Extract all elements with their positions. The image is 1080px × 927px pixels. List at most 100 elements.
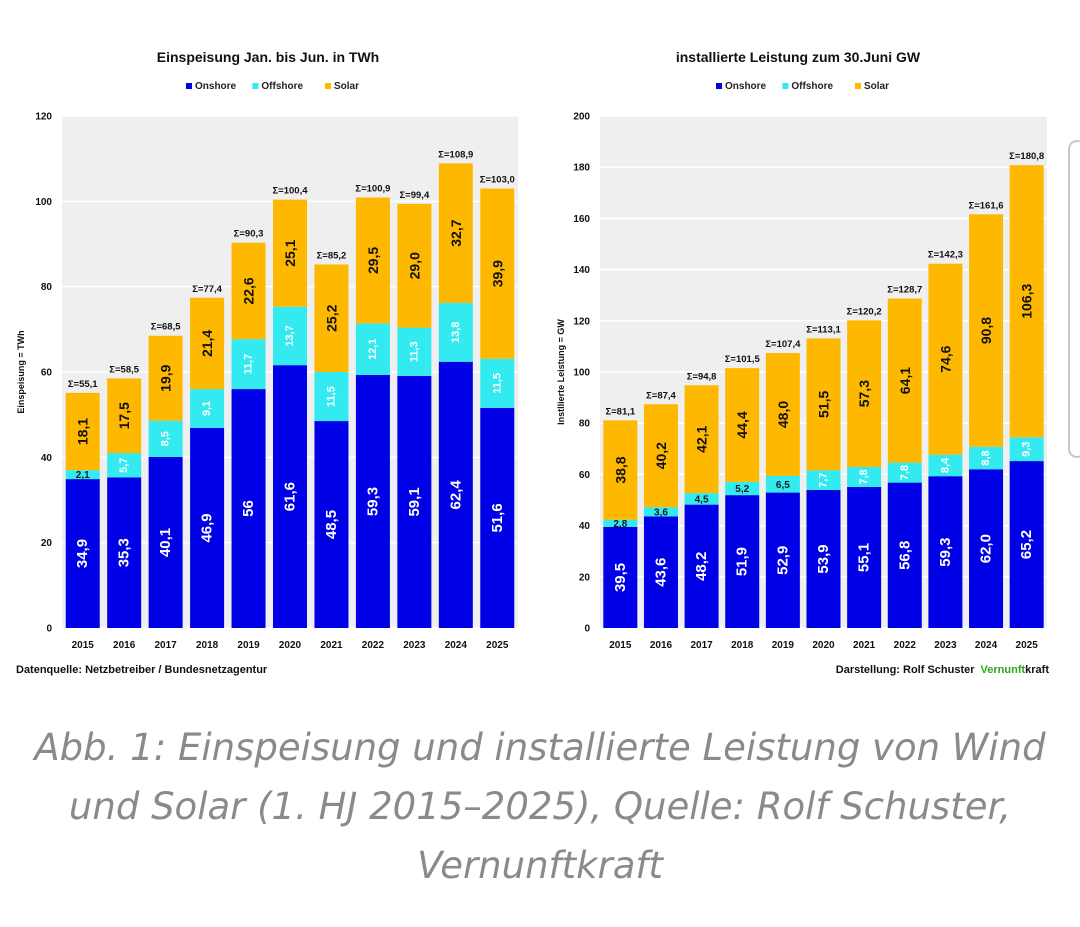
bar-onshore-2022: [887, 482, 922, 628]
data-label-solar: 21,4: [199, 330, 215, 357]
legend-label-solar: Solar: [864, 81, 889, 92]
legend-label-offshore: Offshore: [791, 81, 833, 92]
data-label-offshore: 8,8: [980, 450, 992, 465]
data-label-onshore: 34,9: [74, 539, 91, 568]
data-label-onshore: 46,9: [199, 513, 216, 542]
bar-solar-2016: [643, 404, 678, 508]
y-tick-label: 200: [573, 112, 590, 123]
bar-onshore-2021: [314, 421, 349, 628]
bar-onshore-2018: [725, 495, 760, 628]
chart-installierte-leistung: installierte Leistung zum 30.Juni GW Onsh…: [556, 49, 1047, 651]
data-label-onshore: 52,9: [774, 546, 791, 575]
total-label: Σ=99,4: [399, 190, 429, 201]
bar-offshore-2015: [603, 519, 638, 527]
data-label-solar: 44,4: [734, 411, 750, 438]
data-label-onshore: 62,0: [978, 534, 995, 563]
total-label: Σ=81,1: [605, 406, 635, 417]
bar-offshore-2024: [969, 446, 1004, 470]
footer-credit: Darstellung: Rolf Schuster Vernunftkraft: [836, 664, 1050, 676]
data-label-solar: 25,2: [323, 304, 339, 331]
total-label: Σ=107,4: [765, 339, 801, 350]
bar-offshore-2025: [480, 358, 515, 408]
y-tick-label: 0: [46, 624, 52, 635]
total-label: Σ=100,4: [272, 186, 308, 197]
data-label-onshore: 65,2: [1018, 530, 1035, 559]
x-tick-label: 2025: [1016, 640, 1039, 651]
figure-caption: Abb. 1: Einspeisung und installierte Lei…: [34, 726, 1046, 887]
x-tick-label: 2018: [196, 640, 219, 651]
bar-solar-2023: [928, 263, 963, 455]
y-tick-label: 40: [579, 521, 591, 532]
data-label-onshore: 56,8: [896, 541, 913, 570]
data-label-offshore: 11,5: [325, 386, 337, 407]
data-label-offshore: 7,8: [858, 469, 870, 484]
total-label: Σ=142,3: [928, 250, 963, 261]
y-tick-label: 60: [41, 368, 53, 379]
bar-offshore-2022: [887, 462, 922, 483]
data-label-offshore: 3,6: [654, 507, 668, 518]
bar-onshore-2018: [190, 427, 225, 628]
bar-onshore-2019: [231, 389, 266, 628]
y-tick-label: 140: [573, 265, 590, 276]
x-tick-label: 2015: [609, 640, 632, 651]
data-label-onshore: 56: [240, 500, 257, 517]
scrollbar-handle[interactable]: [1068, 140, 1080, 458]
y-tick-label: 100: [573, 368, 590, 379]
data-label-solar: 40,2: [653, 442, 669, 469]
bar-offshore-2021: [847, 466, 882, 487]
data-label-onshore: 48,2: [693, 552, 710, 581]
data-label-solar: 48,0: [775, 401, 791, 428]
total-label: Σ=101,5: [725, 354, 761, 365]
legend-label-solar: Solar: [334, 81, 359, 92]
data-label-solar: 64,1: [897, 367, 913, 394]
data-label-offshore: 12,1: [367, 338, 379, 359]
bar-offshore-2020: [806, 470, 841, 491]
total-label: Σ=68,5: [151, 322, 181, 333]
bar-onshore-2024: [438, 361, 473, 628]
data-label-solar: 19,9: [158, 364, 174, 391]
bar-offshore-2018: [190, 389, 225, 428]
data-label-offshore: 2,1: [76, 470, 90, 481]
bar-onshore-2020: [806, 490, 841, 628]
bar-offshore-2015: [65, 470, 100, 480]
total-label: Σ=113,1: [806, 324, 841, 335]
y-tick-label: 120: [573, 316, 590, 327]
legend-swatch-solar: [855, 83, 861, 89]
total-label: Σ=55,1: [68, 379, 98, 390]
bar-offshore-2016: [107, 453, 142, 478]
data-label-offshore: 6,5: [776, 480, 790, 491]
total-label: Σ=77,4: [192, 284, 222, 295]
data-label-offshore: 2,8: [613, 519, 627, 530]
bar-solar-2015: [65, 392, 100, 471]
footer-credit-prefix: Darstellung: Rolf Schuster: [836, 664, 975, 676]
bar-solar-2016: [107, 378, 142, 454]
data-label-onshore: 35,3: [116, 538, 133, 567]
bar-onshore-2025: [1009, 461, 1044, 628]
total-label: Σ=108,9: [438, 149, 473, 160]
data-label-solar: 42,1: [694, 425, 710, 452]
data-label-solar: 17,5: [116, 402, 132, 429]
total-label: Σ=161,6: [969, 200, 1004, 211]
data-label-onshore: 53,9: [815, 544, 832, 573]
data-label-solar: 57,3: [856, 380, 872, 407]
x-tick-label: 2020: [279, 640, 302, 651]
bar-onshore-2022: [355, 374, 390, 628]
x-tick-label: 2016: [650, 640, 673, 651]
bar-solar-2019: [231, 242, 266, 340]
bar-solar-2024: [969, 214, 1004, 447]
data-label-solar: 22,6: [241, 277, 257, 304]
data-label-solar: 90,8: [978, 317, 994, 344]
bar-offshore-2023: [397, 327, 432, 376]
x-tick-label: 2019: [237, 640, 260, 651]
y-tick-label: 160: [573, 214, 590, 225]
chart-title: installierte Leistung zum 30.Juni GW: [676, 49, 921, 65]
legend-label-onshore: Onshore: [195, 81, 237, 92]
total-label: Σ=128,7: [887, 285, 922, 296]
bar-offshore-2017: [148, 420, 183, 457]
x-tick-label: 2017: [690, 640, 713, 651]
bar-onshore-2015: [603, 526, 638, 628]
data-label-onshore: 59,3: [937, 537, 954, 566]
data-label-offshore: 11,5: [491, 373, 503, 394]
